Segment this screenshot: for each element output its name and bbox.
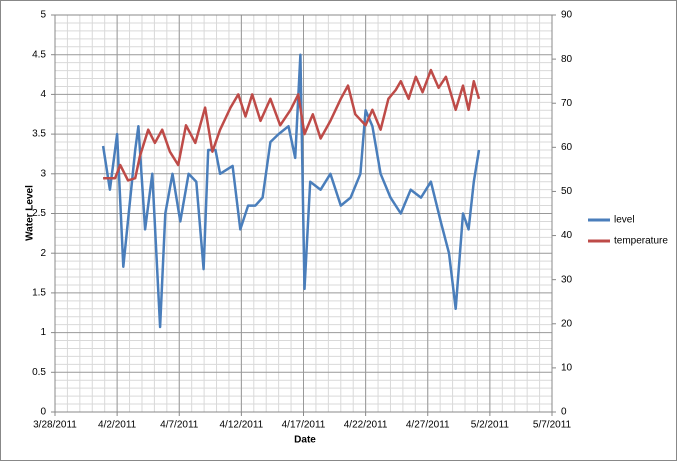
y-tick-label: 3 xyxy=(40,168,46,179)
y-tick-label: 0.5 xyxy=(32,367,46,378)
y-tick-label: 3.5 xyxy=(32,129,46,140)
x-tick-label: 4/2/2011 xyxy=(98,420,137,431)
x-axis-title: Date xyxy=(294,435,316,446)
y-tick-label: 1.5 xyxy=(32,288,46,299)
grid xyxy=(54,14,553,413)
y2-tick-label: 90 xyxy=(561,10,573,21)
y2-tick-label: 40 xyxy=(561,230,573,241)
y2-tick-label: 50 xyxy=(561,186,573,197)
y2-tick-label: 20 xyxy=(561,318,573,329)
x-tick-label: 4/22/2011 xyxy=(344,420,388,431)
y2-tick-label: 10 xyxy=(561,363,573,374)
y2-tick-label: 30 xyxy=(561,274,573,285)
x-tick-label: 3/28/2011 xyxy=(33,420,77,431)
x-tick-label: 4/27/2011 xyxy=(406,420,450,431)
x-tick-label: 4/12/2011 xyxy=(220,420,264,431)
x-tick-label: 5/2/2011 xyxy=(471,420,510,431)
series-line xyxy=(103,68,481,182)
legend-label: temperature xyxy=(614,236,668,247)
y-tick-label: 4.5 xyxy=(32,49,46,60)
legend-label: level xyxy=(614,215,635,226)
y-tick-label: 1 xyxy=(40,327,46,338)
y-tick-label: 0 xyxy=(40,407,46,418)
x-tick-label: 4/17/2011 xyxy=(282,420,326,431)
series-line xyxy=(101,53,481,329)
y-tick-label: 4 xyxy=(40,89,46,100)
y-axis-title: Water Level xyxy=(25,185,36,241)
y2-tick-label: 60 xyxy=(561,142,573,153)
x-tick-label: 4/7/2011 xyxy=(160,420,199,431)
y2-tick-label: 70 xyxy=(561,98,573,109)
y2-tick-label: 80 xyxy=(561,54,573,65)
y-tick-label: 5 xyxy=(40,10,46,21)
x-tick-label: 5/7/2011 xyxy=(533,420,572,431)
y-tick-label: 2.5 xyxy=(32,208,46,219)
y-tick-label: 2 xyxy=(40,248,46,259)
y2-tick-label: 0 xyxy=(561,407,567,418)
